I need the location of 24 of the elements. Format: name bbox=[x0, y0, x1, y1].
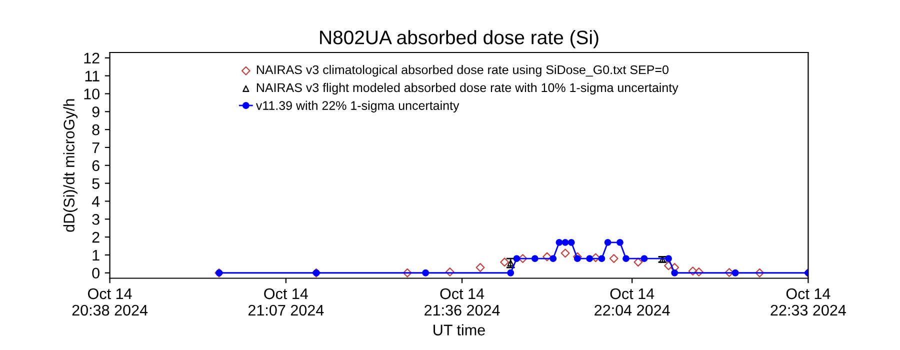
y-tick-label: 10 bbox=[84, 88, 100, 100]
y-tick-label: 12 bbox=[84, 52, 100, 64]
y-tick-label: 1 bbox=[92, 250, 100, 260]
x-tick-label: Oct 14 21:36 2024 bbox=[424, 288, 500, 316]
y-tick-label: 3 bbox=[92, 214, 100, 225]
y-tick-label: 8 bbox=[92, 124, 100, 136]
y-tick-label: 7 bbox=[92, 142, 100, 153]
x-tick-label: Oct 14 22:04 2024 bbox=[594, 288, 670, 316]
y-tick-label: 6 bbox=[92, 160, 100, 172]
x-axis-title: UT time bbox=[434, 324, 485, 336]
y-tick-label: 4 bbox=[92, 196, 100, 207]
x-tick-label: Oct 14 20:38 2024 bbox=[72, 288, 148, 316]
y-tick-label: 9 bbox=[92, 106, 100, 118]
legend-label: v11.39 with 22% 1-sigma uncertainty bbox=[256, 100, 460, 112]
y-tick-label: 11 bbox=[85, 70, 100, 82]
y-tick-label: 5 bbox=[92, 178, 100, 189]
legend-label: NAIRAS v3 climatological absorbed dose rate using SiDose_G0.txt SEP=0 bbox=[256, 65, 668, 77]
x-tick-label: Oct 14 21:07 2024 bbox=[248, 288, 324, 316]
y-tick-label: 2 bbox=[92, 232, 100, 243]
chart-title: N802UA absorbed dose rate (Si) bbox=[320, 30, 598, 48]
y-axis-title: dD(Si)/dt microGy/h bbox=[63, 99, 78, 232]
x-tick-label: Oct 14 22:33 2024 bbox=[770, 288, 846, 316]
legend-label: NAIRAS v3 flight modeled absorbed dose rate with 10% 1-sigma uncertainty bbox=[256, 82, 678, 95]
y-tick-label: 0 bbox=[92, 268, 100, 279]
